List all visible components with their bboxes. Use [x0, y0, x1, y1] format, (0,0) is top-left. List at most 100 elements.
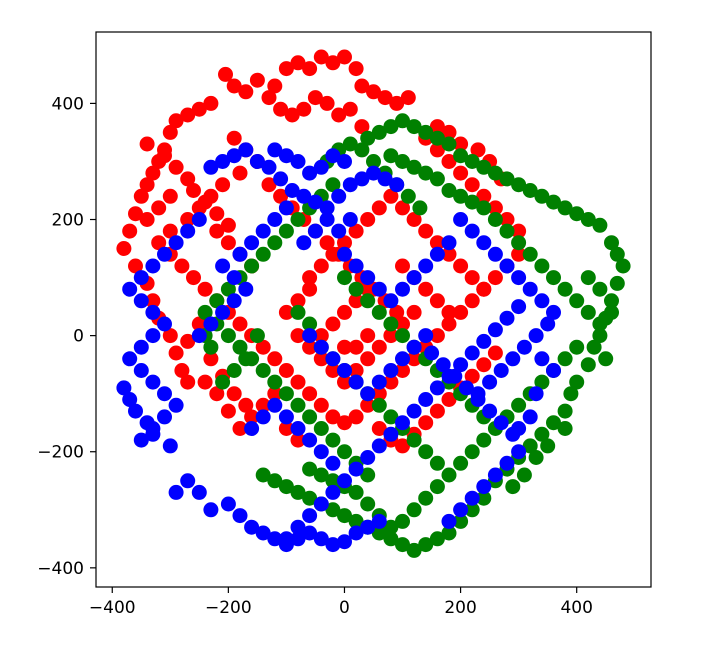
data-point: [406, 159, 422, 175]
data-point: [360, 397, 376, 413]
data-point: [209, 293, 225, 309]
data-point: [278, 531, 294, 547]
data-point: [348, 61, 364, 77]
data-point: [278, 223, 294, 239]
data-point: [267, 142, 283, 158]
data-point: [191, 328, 207, 344]
data-point: [290, 328, 306, 344]
data-point: [395, 316, 410, 332]
data-point: [360, 519, 376, 535]
data-point: [302, 316, 318, 332]
data-point: [534, 188, 550, 204]
data-point: [168, 345, 184, 361]
data-point: [453, 357, 469, 373]
data-point: [464, 177, 480, 193]
data-point: [453, 502, 469, 518]
data-point: [441, 368, 457, 384]
data-point: [174, 258, 190, 274]
data-point: [418, 537, 434, 553]
data-point: [406, 432, 422, 448]
data-point: [174, 363, 190, 378]
data-point: [464, 154, 480, 169]
data-point: [342, 212, 358, 227]
data-point: [215, 177, 231, 193]
data-point: [534, 426, 550, 442]
data-point: [220, 328, 236, 344]
data-point: [337, 154, 352, 169]
data-point: [302, 328, 318, 344]
data-point: [325, 484, 341, 500]
data-point: [592, 217, 608, 233]
data-point: [557, 421, 573, 436]
data-point: [511, 246, 527, 262]
data-point: [406, 403, 422, 419]
data-point: [337, 508, 352, 524]
data-point: [383, 148, 399, 164]
data-point: [441, 154, 457, 169]
data-point: [313, 49, 329, 65]
data-point: [592, 328, 608, 344]
data-point: [453, 165, 469, 181]
data-point: [238, 84, 254, 100]
data-point: [139, 177, 155, 193]
data-point: [313, 397, 329, 413]
data-point: [226, 386, 242, 402]
data-point: [290, 432, 306, 448]
data-point: [453, 136, 469, 152]
data-point: [389, 177, 405, 193]
data-point: [464, 223, 480, 239]
data-point: [557, 403, 573, 419]
data-point: [464, 293, 480, 309]
data-point: [122, 223, 138, 239]
data-point: [493, 363, 509, 378]
data-point: [128, 403, 143, 419]
data-point: [348, 374, 364, 390]
data-point: [569, 206, 585, 222]
data-point: [534, 351, 550, 367]
series-2: [116, 142, 561, 553]
data-point: [122, 392, 138, 407]
data-point: [348, 409, 364, 425]
data-point: [197, 304, 213, 320]
data-point: [371, 421, 387, 436]
data-point: [162, 223, 178, 239]
data-point: [360, 293, 376, 309]
data-point: [342, 136, 358, 152]
data-point: [238, 142, 254, 158]
data-point: [145, 258, 161, 274]
data-point: [615, 258, 631, 274]
data-point: [395, 415, 410, 431]
data-point: [209, 386, 225, 402]
data-point: [157, 246, 172, 262]
data-point: [238, 281, 254, 297]
x-tick-label: 200: [444, 598, 476, 618]
data-point: [511, 235, 527, 251]
data-point: [261, 177, 277, 193]
axes-frame: [95, 31, 652, 588]
data-point: [354, 142, 370, 158]
data-point: [540, 316, 556, 332]
data-point: [493, 415, 509, 431]
data-point: [313, 328, 329, 344]
data-point: [487, 246, 503, 262]
data-point: [453, 304, 469, 320]
data-point: [337, 339, 352, 355]
data-point: [557, 200, 573, 216]
data-point: [180, 212, 196, 227]
data-point: [157, 148, 172, 164]
data-point: [191, 316, 207, 332]
data-point: [464, 502, 480, 518]
data-point: [139, 136, 155, 152]
data-point: [470, 386, 486, 402]
data-point: [441, 467, 457, 483]
data-point: [429, 293, 445, 309]
data-point: [238, 351, 254, 367]
data-point: [197, 374, 213, 390]
data-point: [511, 299, 527, 315]
data-point: [371, 124, 387, 140]
data-point: [476, 490, 492, 506]
data-point: [133, 363, 149, 378]
data-point: [418, 490, 434, 506]
data-point: [348, 258, 364, 274]
